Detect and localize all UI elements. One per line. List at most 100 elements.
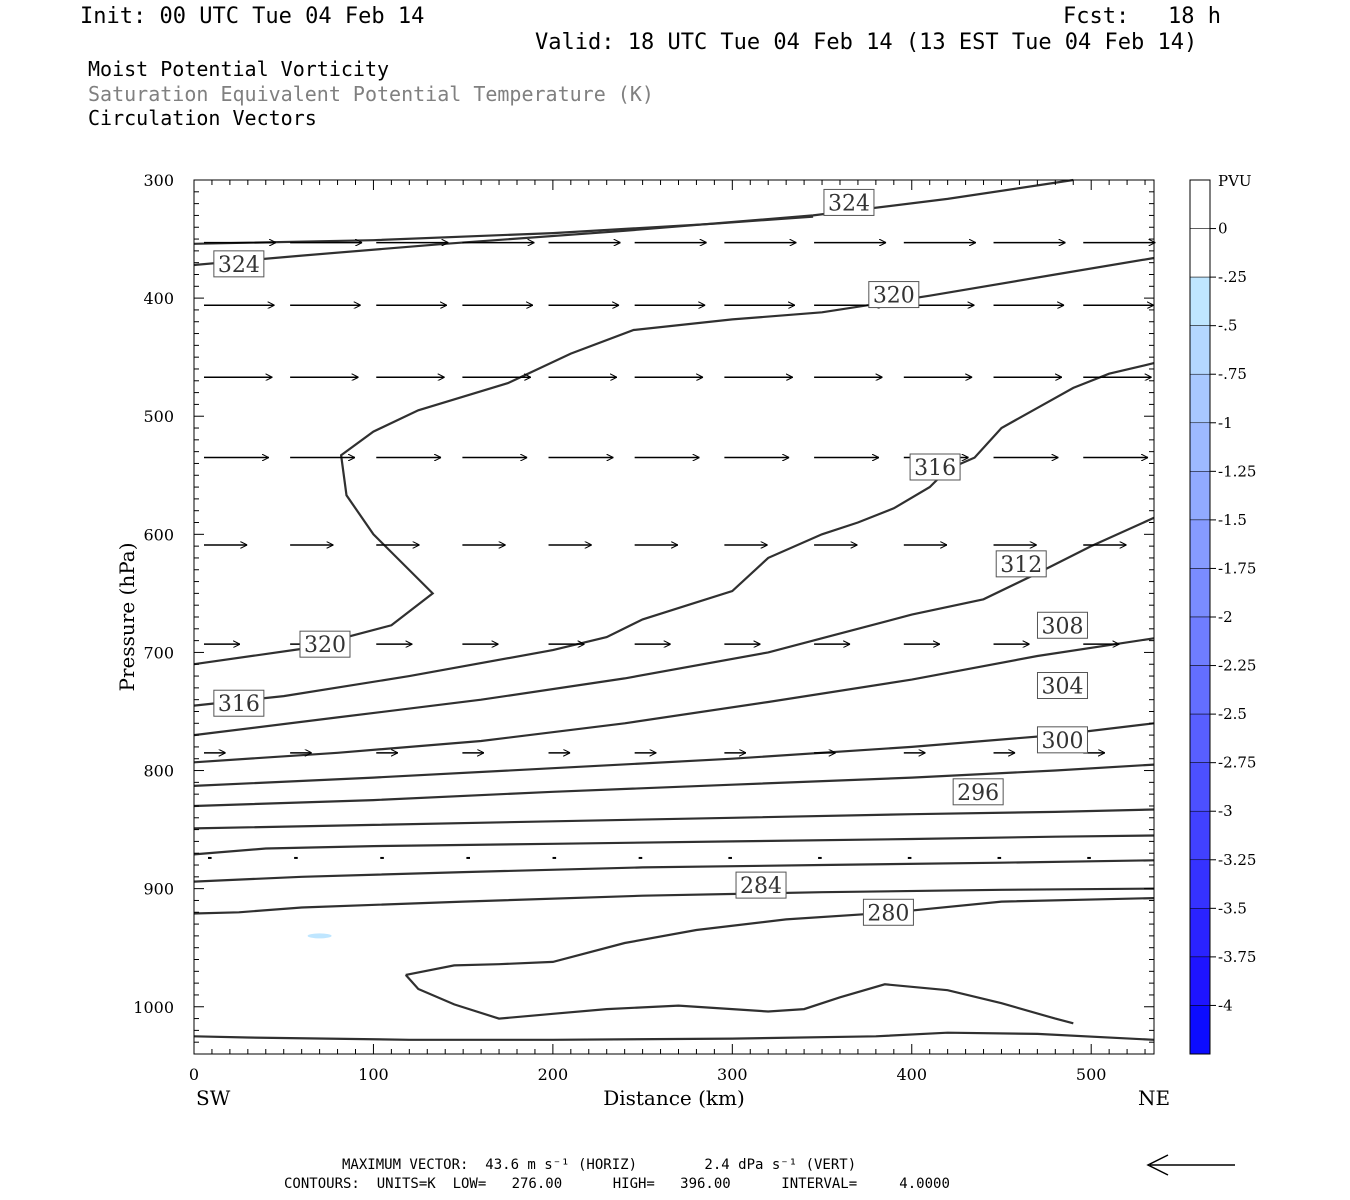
- colorbar-segment: [1189, 859, 1211, 909]
- forecast-hour: 18 h: [1168, 4, 1221, 29]
- colorbar-segment: [1189, 519, 1211, 569]
- x-tick-label: 100: [358, 1065, 389, 1084]
- colorbar-segment: [1189, 179, 1211, 229]
- valid-time: Valid: 18 UTC Tue 04 Feb 14 (13 EST Tue …: [535, 30, 1198, 55]
- contour-label-box: [995, 550, 1047, 578]
- colorbar-segment: [1189, 228, 1211, 278]
- colorbar-segment: [1189, 956, 1211, 1006]
- contour-276-14: [193, 1031, 1155, 1041]
- y-tick-label: 700: [143, 643, 174, 662]
- contour-292-9: [193, 834, 1155, 856]
- contour-label: 296: [957, 781, 999, 806]
- contour-label: 304: [1041, 675, 1083, 700]
- field-pv-title: Moist Potential Vorticity: [88, 57, 390, 81]
- colorbar-segment: [1189, 471, 1211, 521]
- contour-label: 284: [740, 874, 782, 899]
- y-tick-label: 800: [143, 762, 174, 781]
- contour-label: 324: [828, 191, 870, 216]
- y-tick-label: 300: [143, 171, 174, 190]
- field-vectors-title: Circulation Vectors: [88, 106, 317, 130]
- y-tick-label: 1000: [133, 998, 174, 1017]
- contour-324-0: [193, 178, 1074, 267]
- colorbar-label: -2.75: [1218, 754, 1256, 772]
- colorbar-segment: [1189, 762, 1211, 812]
- sw-end-label: SW: [196, 1086, 231, 1110]
- contour-300-7: [193, 763, 1155, 808]
- contour-304-6: [193, 722, 1155, 787]
- colorbar-segment: [1189, 325, 1211, 375]
- colorbar-segment: [1189, 908, 1211, 958]
- colorbar-segment: [1189, 373, 1211, 424]
- colorbar-label: -.5: [1218, 317, 1237, 335]
- colorbar-label: -1.5: [1218, 511, 1247, 529]
- contour-label: 316: [218, 692, 260, 717]
- contour-label: 300: [1041, 729, 1083, 754]
- plot-frame: [193, 179, 1155, 1055]
- contour-label: 308: [1041, 614, 1083, 639]
- colorbar-label: -3.75: [1218, 948, 1256, 966]
- x-tick-label: 300: [717, 1065, 748, 1084]
- init-time: Init: 00 UTC Tue 04 Feb 14: [80, 4, 425, 29]
- colorbar-segment: [1189, 276, 1211, 326]
- colorbar-label: -1.75: [1218, 559, 1256, 577]
- colorbar-segment: [1189, 1005, 1211, 1055]
- contour-label-box: [909, 453, 961, 481]
- x-tick-label: 200: [538, 1065, 569, 1084]
- contour-label: 324: [218, 253, 260, 278]
- forecast-label: Fcst:: [1063, 4, 1130, 29]
- colorbar-label: -1.25: [1218, 462, 1256, 480]
- colorbar-segment: [1189, 422, 1211, 472]
- contour-280-12: [405, 897, 1155, 976]
- colorbar-label: -3: [1218, 802, 1233, 820]
- contour-label-box: [823, 188, 875, 216]
- colorbar-label: -3.5: [1218, 899, 1247, 917]
- contour-276-13: [404, 974, 1074, 1025]
- contour-label-box: [299, 630, 351, 658]
- y-axis-label: Pressure (hPa): [115, 543, 139, 692]
- contour-info: CONTOURS: UNITS=K LOW= 276.00 HIGH= 396.…: [284, 1176, 950, 1192]
- colorbar-segment: [1189, 568, 1211, 618]
- reference-vector-arrow: [1146, 1154, 1235, 1176]
- contour-label: 320: [873, 284, 915, 309]
- contour-label: 280: [867, 901, 909, 926]
- max-vector-info: MAXIMUM VECTOR: 43.6 m s⁻¹ (HORIZ) 2.4 d…: [342, 1157, 857, 1173]
- contour-label-box: [952, 778, 1004, 806]
- contour-284-11: [193, 887, 1155, 915]
- colorbar-segment: [1189, 616, 1211, 666]
- y-tick-label: 900: [143, 880, 174, 899]
- x-tick-label: 500: [1076, 1065, 1107, 1084]
- colorbar-label: 0: [1218, 220, 1228, 238]
- contour-label-box: [1036, 672, 1088, 700]
- x-axis-label: Distance (km): [603, 1086, 745, 1110]
- contour-label-box: [213, 689, 265, 717]
- colorbar-label: -4: [1218, 996, 1233, 1014]
- colorbar-label: -2.5: [1218, 705, 1247, 723]
- contour-label: 316: [914, 456, 956, 481]
- contour-label: 312: [1000, 553, 1042, 578]
- y-tick-label: 500: [143, 407, 174, 426]
- contour-label-box: [1036, 611, 1088, 639]
- contour-316-3: [193, 362, 1155, 707]
- contour-label-box: [868, 281, 920, 309]
- x-tick-label: 0: [189, 1065, 199, 1084]
- colorbar-segment: [1189, 665, 1211, 715]
- y-tick-label: 400: [143, 289, 174, 308]
- contour-312-4: [193, 516, 1155, 737]
- contour-288-10: [193, 859, 1155, 883]
- contour-308-5: [193, 637, 1155, 764]
- colorbar-label: -2: [1218, 608, 1233, 626]
- contour-label: 320: [304, 633, 346, 658]
- colorbar-label: -3.25: [1218, 851, 1256, 869]
- colorbar-segment: [1189, 810, 1211, 861]
- y-tick-label: 600: [143, 525, 174, 544]
- colorbar-label: -1: [1218, 414, 1233, 432]
- colorbar-segment: [1189, 713, 1211, 763]
- x-tick-label: 400: [896, 1065, 927, 1084]
- ne-end-label: NE: [1138, 1086, 1170, 1110]
- contour-324-1: [193, 215, 814, 245]
- field-thetaes-title: Saturation Equivalent Potential Temperat…: [88, 82, 654, 106]
- colorbar-label: -2.25: [1218, 657, 1256, 675]
- contour-296-8: [193, 808, 1155, 830]
- contour-label-box: [1036, 726, 1088, 754]
